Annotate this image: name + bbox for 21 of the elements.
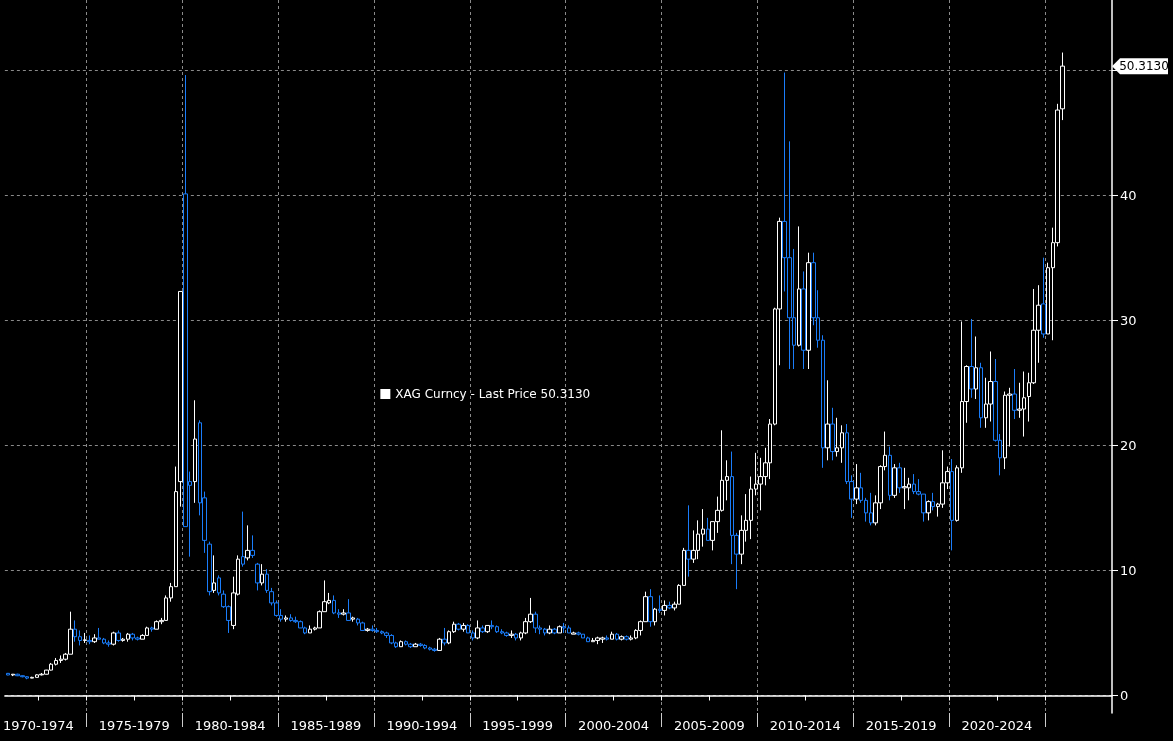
x-tick-label: 1980-1984 [194,718,266,733]
y-tick-label: 40 [1120,187,1137,203]
x-tick-label: 1995-1999 [482,718,554,733]
x-tick-label: 1970-1974 [3,718,74,733]
y-tick-label: 30 [1120,312,1137,328]
y-tick-label: 0 [1120,687,1129,703]
candlestick [255,562,260,591]
x-tick-label: 1990-1994 [386,718,458,733]
text: 50.3130 [1119,59,1169,74]
x-tick-label: 1985-1989 [290,718,362,733]
x-tick-label: 2010-2014 [769,718,841,733]
candlestick [207,541,212,596]
y-tick-label: 20 [1120,437,1137,453]
legend-label: XAG Curncy - Last Price 50.3130 [395,387,591,401]
candlestick [1060,52,1065,121]
x-tick-label: 2020-2024 [961,718,1033,733]
x-tick-label: 2000-2004 [578,718,649,733]
x-tick-label: 2015-2019 [865,718,937,733]
x-tick-label: 1975-1979 [98,718,170,733]
x-tick-label: 2005-2009 [673,718,745,733]
y-tick-label: 10 [1120,562,1137,578]
